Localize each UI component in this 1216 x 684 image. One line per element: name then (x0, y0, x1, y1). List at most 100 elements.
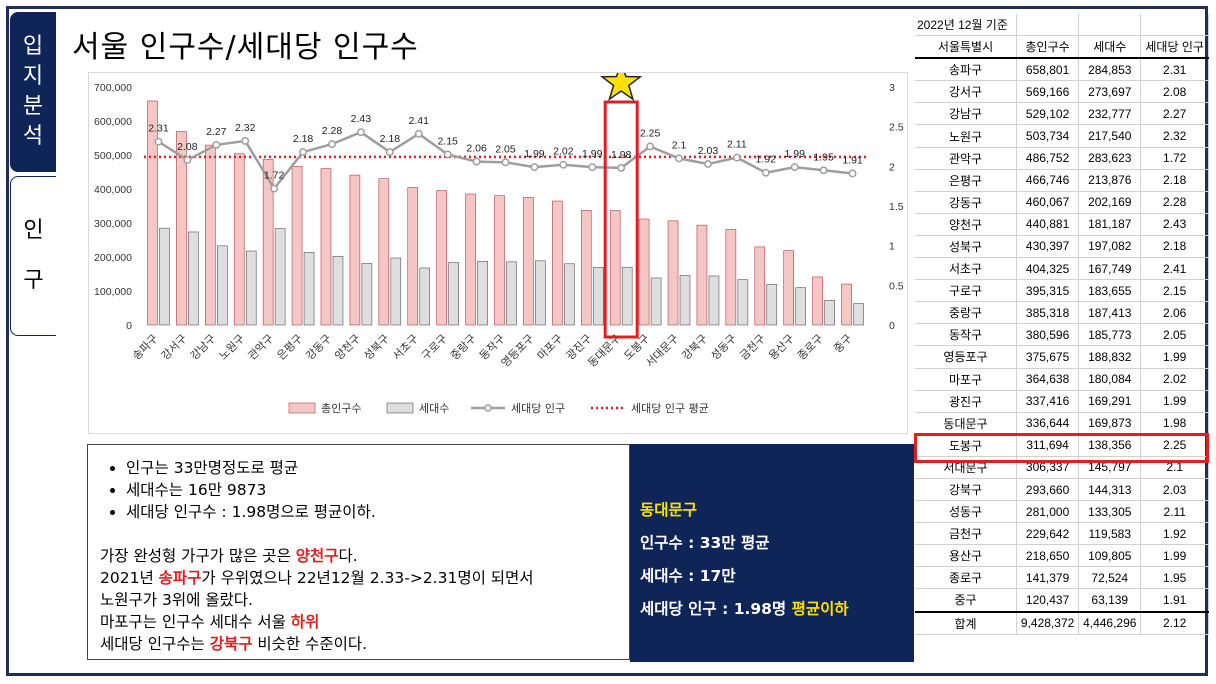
x-tick-label: 용산구 (766, 332, 797, 363)
data-label-per-household: 2.03 (698, 145, 719, 157)
legend-label: 세대수 (419, 402, 449, 415)
bar-total-population (754, 246, 766, 326)
bar-households (274, 228, 286, 326)
table-row: 강동구 460,067 202,169 2.28 (915, 191, 1209, 214)
x-tick-label: 중랑구 (448, 332, 479, 363)
point-per-household (385, 148, 394, 157)
table-cell: 2.31 (1140, 58, 1209, 82)
bar-households (766, 284, 778, 326)
table-cell: 229,642 (1016, 522, 1080, 546)
table-cell: 2.11 (1140, 500, 1209, 524)
chart-panel: 0 100,000 200,000 300,000 400,000 500,000 600,… (88, 60, 908, 434)
x-tick-label: 금천구 (737, 331, 768, 362)
note-text: 가장 완성형 가구가 많은 곳은 (100, 547, 296, 565)
bar-households (592, 267, 604, 326)
point-per-household (732, 153, 741, 162)
data-label-per-household: 2.08 (177, 141, 198, 153)
table-row: 동대문구 336,644 169,873 1.98 (915, 412, 1209, 435)
table-cell: 종로구 (915, 566, 1018, 590)
point-per-household (241, 136, 250, 145)
population-table: 2022년 12월 기준 서울특별시 총인구수 세대수 세대당 인구 송파구 658,801… (915, 14, 1209, 635)
table-cell: 466,746 (1016, 169, 1080, 192)
table-cell: 2.05 (1140, 323, 1209, 347)
y-right-tick-label: 1.5 (889, 201, 904, 213)
bar-total-population (262, 159, 274, 326)
table-cell: 성북구 (915, 235, 1018, 259)
table-date-row: 2022년 12월 기준 (915, 14, 1209, 37)
point-per-household (761, 168, 770, 177)
data-label-per-household: 2.32 (235, 122, 256, 134)
table-cell: 217,540 (1078, 124, 1142, 148)
table-cell: 관악구 (915, 147, 1018, 170)
table-cell: 2.03 (1140, 478, 1209, 502)
table-row: 강남구 529,102 232,777 2.27 (915, 102, 1209, 126)
table-header: 세대수 (1078, 35, 1142, 60)
note-line-4: 마포구는 인구수 세대수 서울 하위 (100, 611, 629, 633)
table-row: 강북구 293,660 144,313 2.03 (915, 478, 1209, 502)
y-right-tick-label: 2.5 (889, 122, 904, 134)
x-tick-label: 강동구 (303, 332, 334, 363)
note-text: 다. (338, 547, 358, 565)
data-label-per-household: 2.06 (466, 143, 487, 155)
bar-total-population (465, 193, 476, 326)
table-header: 세대당 인구 (1140, 35, 1209, 60)
table-cell: 구로구 (915, 279, 1018, 303)
table-cell: 2.02 (1140, 368, 1209, 391)
table-row: 송파구 658,801 284,853 2.31 (915, 58, 1209, 82)
y-left-tick-label: 200,000 (94, 252, 132, 264)
note-highlight: 강북구 (209, 635, 253, 653)
highlight-row-box (914, 433, 1209, 463)
table-row: 금천구 229,642 119,583 1.92 (915, 522, 1209, 546)
table-cell: 141,379 (1016, 566, 1080, 590)
note-text: 가 우위였으나 22년12월 2.33->2.31명이 되면서 (201, 569, 534, 587)
table-cell: 2.06 (1140, 301, 1209, 325)
table-row: 관악구 486,752 283,623 1.72 (915, 147, 1209, 170)
x-tick-label: 종로구 (795, 332, 826, 363)
bar-households (303, 251, 315, 326)
summary-panel: 동대문구 인구수 : 33만 평균 세대수 : 17만 세대당 인구 : 1.9… (630, 444, 914, 662)
point-per-household (183, 156, 192, 164)
bar-total-population (609, 210, 621, 326)
legend-label: 세대당 인구 평균 (631, 402, 709, 415)
table-row: 은평구 466,746 213,876 2.18 (915, 169, 1209, 192)
x-tick-label: 성동구 (708, 332, 739, 363)
y-left-tick-label: 400,000 (94, 184, 132, 196)
bar-households (535, 260, 546, 326)
table-cell: 183,655 (1078, 279, 1142, 303)
bar-total-population (667, 220, 679, 326)
table-cell: 2.15 (1140, 279, 1209, 303)
table-cell: 404,325 (1016, 257, 1080, 281)
bar-households (419, 267, 431, 326)
table-cell: 노원구 (915, 124, 1018, 148)
bar-households (245, 250, 257, 326)
table-cell: 2.08 (1140, 80, 1209, 104)
table-row: 노원구 503,734 217,540 2.32 (915, 124, 1209, 148)
note-line-5: 세대당 인구수는 강북구 비슷한 수준이다. (100, 633, 629, 655)
bar-households (188, 231, 199, 326)
y-left-tick-label: 300,000 (94, 218, 132, 230)
x-tick-label: 노원구 (217, 332, 248, 363)
table-row: 광진구 337,416 169,291 1.99 (915, 390, 1209, 413)
data-label-per-household: 2.18 (380, 133, 401, 145)
table-cell: 63,139 (1078, 588, 1142, 613)
table-cell: 232,777 (1078, 102, 1142, 126)
y-right-tick-label: 0.5 (889, 280, 904, 292)
bar-households (506, 261, 517, 326)
x-tick-label: 강서구 (159, 332, 190, 363)
y-left-tick-label: 500,000 (94, 150, 132, 162)
note-line-2: 2021년 송파구가 우위였으나 22년12월 2.33->2.31명이 되면서 (100, 567, 629, 589)
table-cell: 마포구 (915, 368, 1018, 391)
table-cell: 569,166 (1016, 80, 1080, 104)
table-date: 2022년 12월 기준 (915, 14, 1018, 37)
table-cell: 311,694 (1016, 434, 1080, 457)
table-cell: 2.28 (1140, 191, 1209, 214)
table-cell: 364,638 (1016, 368, 1080, 391)
data-label-per-household: 2.43 (351, 113, 372, 125)
point-per-household (443, 150, 452, 159)
bar-total-population (812, 276, 823, 326)
table-cell: 658,801 (1016, 58, 1080, 82)
point-per-household (530, 163, 539, 172)
point-per-household (819, 166, 828, 175)
